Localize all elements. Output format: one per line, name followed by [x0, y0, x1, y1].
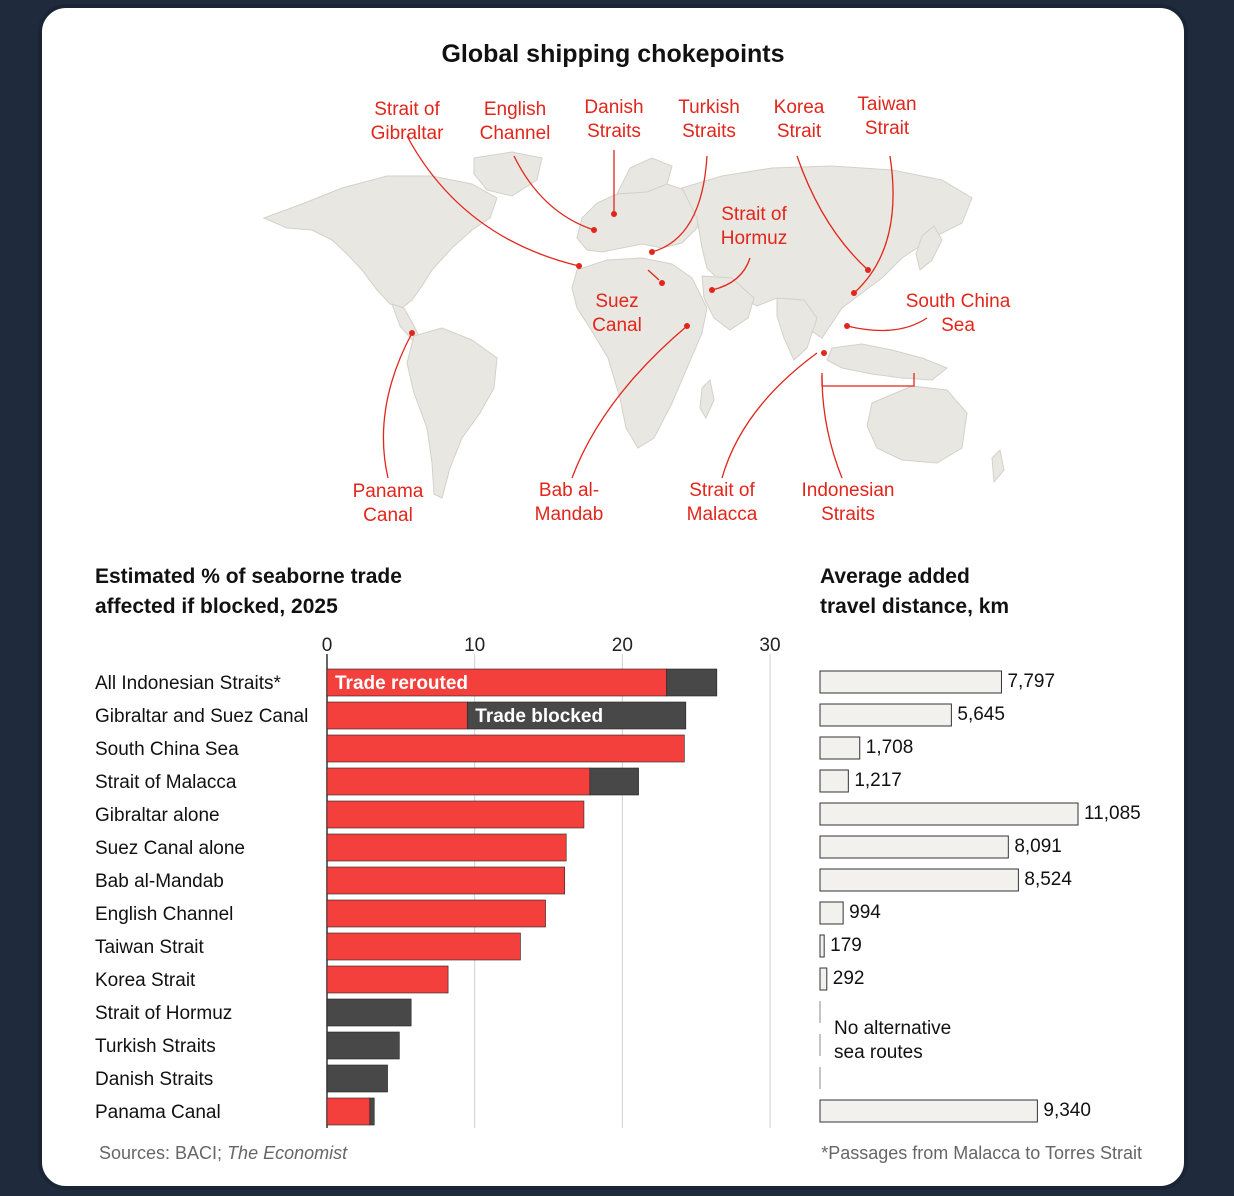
category-label: Strait of Hormuz: [95, 1003, 232, 1024]
bar-blocked: [589, 767, 639, 796]
sources-note: Sources: BACI; The Economist: [99, 1143, 348, 1163]
map-point-markers: [409, 211, 871, 356]
distance-bar: [819, 703, 952, 727]
sea-islands-shape: [826, 343, 948, 381]
bar-blocked: [369, 1097, 375, 1126]
distance-value-label: 1,708: [866, 737, 914, 758]
no-alternative-note: No alternative sea routes: [834, 1018, 951, 1063]
distance-bar: [819, 670, 1002, 694]
x-tick-label: 0: [322, 635, 333, 656]
greenland-shape: [473, 151, 543, 197]
category-label: Danish Straits: [95, 1069, 213, 1090]
x-tick-label: 10: [464, 635, 485, 656]
map-label-indonesian: Indonesian Straits: [802, 480, 895, 525]
australia-shape: [866, 385, 968, 464]
bar-rerouted: [326, 800, 585, 829]
map-label-turkish: Turkish Straits: [678, 97, 740, 142]
distance-value-label: 8,524: [1024, 869, 1072, 890]
bar-rerouted: [326, 668, 667, 697]
map-label-bab: Bab al-Mandab: [535, 480, 604, 525]
map-label-taiwan: Taiwan Strait: [857, 94, 916, 139]
south-america-shape: [406, 327, 498, 499]
bar-blocked: [666, 668, 718, 697]
legend-rerouted: Trade rerouted: [335, 673, 468, 694]
bar-charts: 0 10 20 30 All Indonesian Straits* Gibraltar …: [95, 635, 1141, 1128]
distance-bar: [819, 802, 1079, 826]
bar-rerouted: [326, 833, 567, 862]
map-label-hormuz: Strait of Hormuz: [721, 204, 788, 249]
distance-value-label: 9,340: [1043, 1100, 1091, 1121]
bar-blocked: [326, 1064, 388, 1093]
map-label-scs: South China Sea: [906, 291, 1011, 336]
category-label: Taiwan Strait: [95, 937, 204, 958]
map-label-suez: Suez Canal: [592, 291, 642, 336]
distance-value-label: 1,217: [854, 770, 902, 791]
map-label-malacca: Strait of Malacca: [687, 480, 758, 525]
distance-value-label: 8,091: [1014, 836, 1062, 857]
distance-value-label: 11,085: [1084, 803, 1141, 824]
left-chart-title: Estimated % of seaborne trade affected i…: [95, 565, 402, 618]
category-label: Panama Canal: [95, 1102, 221, 1123]
india-shape: [776, 297, 818, 361]
distance-bar: [819, 736, 861, 760]
category-label: Suez Canal alone: [95, 838, 245, 859]
distance-bar: [819, 934, 825, 958]
new-zealand-shape: [991, 448, 1005, 484]
category-label: English Channel: [95, 904, 233, 925]
madagascar-shape: [699, 378, 715, 420]
bar-rerouted: [326, 866, 566, 895]
bar-rerouted: [326, 734, 685, 763]
distance-bar: [819, 967, 828, 991]
bar-rerouted: [326, 899, 546, 928]
bar-blocked: [466, 701, 687, 730]
distance-value-label: 179: [830, 935, 862, 956]
map-label-danish: Danish Straits: [584, 97, 643, 142]
bar-rerouted: [326, 1097, 371, 1126]
map-label-panama: Panama Canal: [353, 481, 424, 526]
distance-bar: [819, 835, 1009, 859]
distance-bar: [819, 901, 844, 925]
scandinavia-shape: [616, 157, 673, 195]
category-label: South China Sea: [95, 739, 239, 760]
north-america-shape: [262, 175, 498, 309]
distance-bar: [819, 769, 849, 793]
legend-blocked: Trade blocked: [475, 706, 603, 727]
chart-card: Global shipping chokepoints: [38, 4, 1188, 1190]
distance-bar: [819, 1099, 1038, 1123]
x-tick-label: 20: [612, 635, 633, 656]
bar-blocked: [326, 1031, 400, 1060]
distance-value-label: 292: [833, 968, 865, 989]
footnote: *Passages from Malacca to Torres Strait: [821, 1143, 1142, 1163]
category-label: Gibraltar alone: [95, 805, 220, 826]
bar-blocked: [326, 998, 412, 1027]
bar-rerouted: [326, 701, 468, 730]
distance-bar: [819, 868, 1019, 892]
map-label-english: English Channel: [480, 99, 551, 144]
category-label: Bab al-Mandab: [95, 871, 224, 892]
category-label: Korea Strait: [95, 970, 196, 991]
distance-value-label: 5,645: [957, 704, 1005, 725]
bar-rerouted: [326, 965, 449, 994]
chart-title: Global shipping chokepoints: [441, 40, 785, 68]
map-label-korea: Korea Strait: [774, 97, 825, 142]
category-label: Turkish Straits: [95, 1036, 216, 1057]
japan-shape: [915, 225, 943, 271]
africa-shape: [571, 257, 708, 449]
map-label-gibraltar: Strait of Gibraltar: [371, 99, 445, 144]
category-label: Strait of Malacca: [95, 772, 237, 793]
map-leader-lines: [382, 135, 928, 479]
distance-value-label: 7,797: [1007, 671, 1055, 692]
bar-rerouted: [326, 767, 591, 796]
category-label: All Indonesian Straits*: [95, 673, 281, 694]
category-label: Gibraltar and Suez Canal: [95, 706, 308, 727]
x-tick-label: 30: [759, 635, 780, 656]
bar-rerouted: [326, 932, 521, 961]
distance-value-label: 994: [849, 902, 881, 923]
world-map: Strait of Gibraltar English Channel Danish St…: [262, 94, 1011, 526]
right-chart-title: Average added travel distance, km: [820, 565, 1010, 618]
